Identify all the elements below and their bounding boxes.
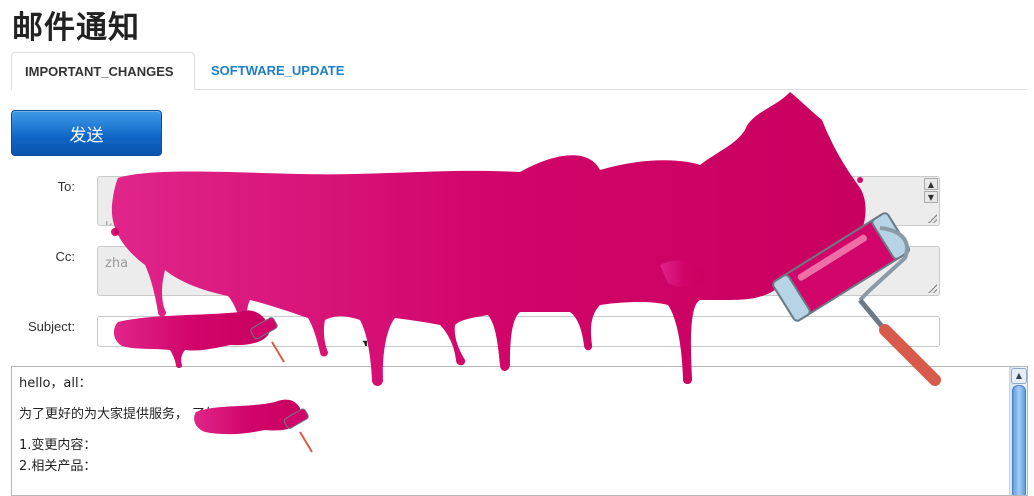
to-value: g k <box>105 203 122 225</box>
page-title: 邮件通知 <box>12 10 140 46</box>
body-line: 为了更好的为大家提供服务， 了如下变更： <box>19 407 271 422</box>
subject-input[interactable]: 【 】 <box>97 316 940 347</box>
send-button[interactable]: 发送 <box>11 110 162 156</box>
body-line: 1.变更内容： <box>19 438 97 453</box>
resize-grip-icon[interactable] <box>928 284 937 293</box>
tab-bar: IMPORTANT_CHANGES SOFTWARE_UPDATE <box>11 52 1027 90</box>
cc-label: Cc: <box>55 249 76 264</box>
subject-label: Subject: <box>28 319 75 334</box>
body-scrollbar[interactable]: ▲ <box>1009 367 1027 495</box>
scroll-thumb[interactable] <box>1012 385 1026 495</box>
tab-software-update[interactable]: SOFTWARE_UPDATE <box>211 63 345 78</box>
scroll-down-arrow-icon[interactable]: ▼ <box>924 191 938 203</box>
to-scrollbar[interactable]: ▲ ▼ <box>924 178 938 224</box>
resize-grip-icon[interactable] <box>928 214 937 223</box>
body-editor[interactable]: hello，all： 为了更好的为大家提供服务， 了如下变更： 1.变更内容： … <box>11 366 1028 496</box>
scroll-up-arrow-icon[interactable]: ▲ <box>924 178 938 190</box>
tab-important-changes[interactable]: IMPORTANT_CHANGES <box>11 52 195 90</box>
body-line: 2.相关产品： <box>19 459 97 474</box>
body-line: hello，all： <box>19 376 92 391</box>
to-field[interactable]: g k ▲ ▼ <box>97 176 940 226</box>
subject-value: 【 】 <box>114 341 375 346</box>
cc-field[interactable]: zha <box>97 246 940 296</box>
cc-value: zha <box>105 256 129 271</box>
to-label: To: <box>57 179 75 194</box>
scroll-up-arrow-icon[interactable]: ▲ <box>1011 368 1027 384</box>
